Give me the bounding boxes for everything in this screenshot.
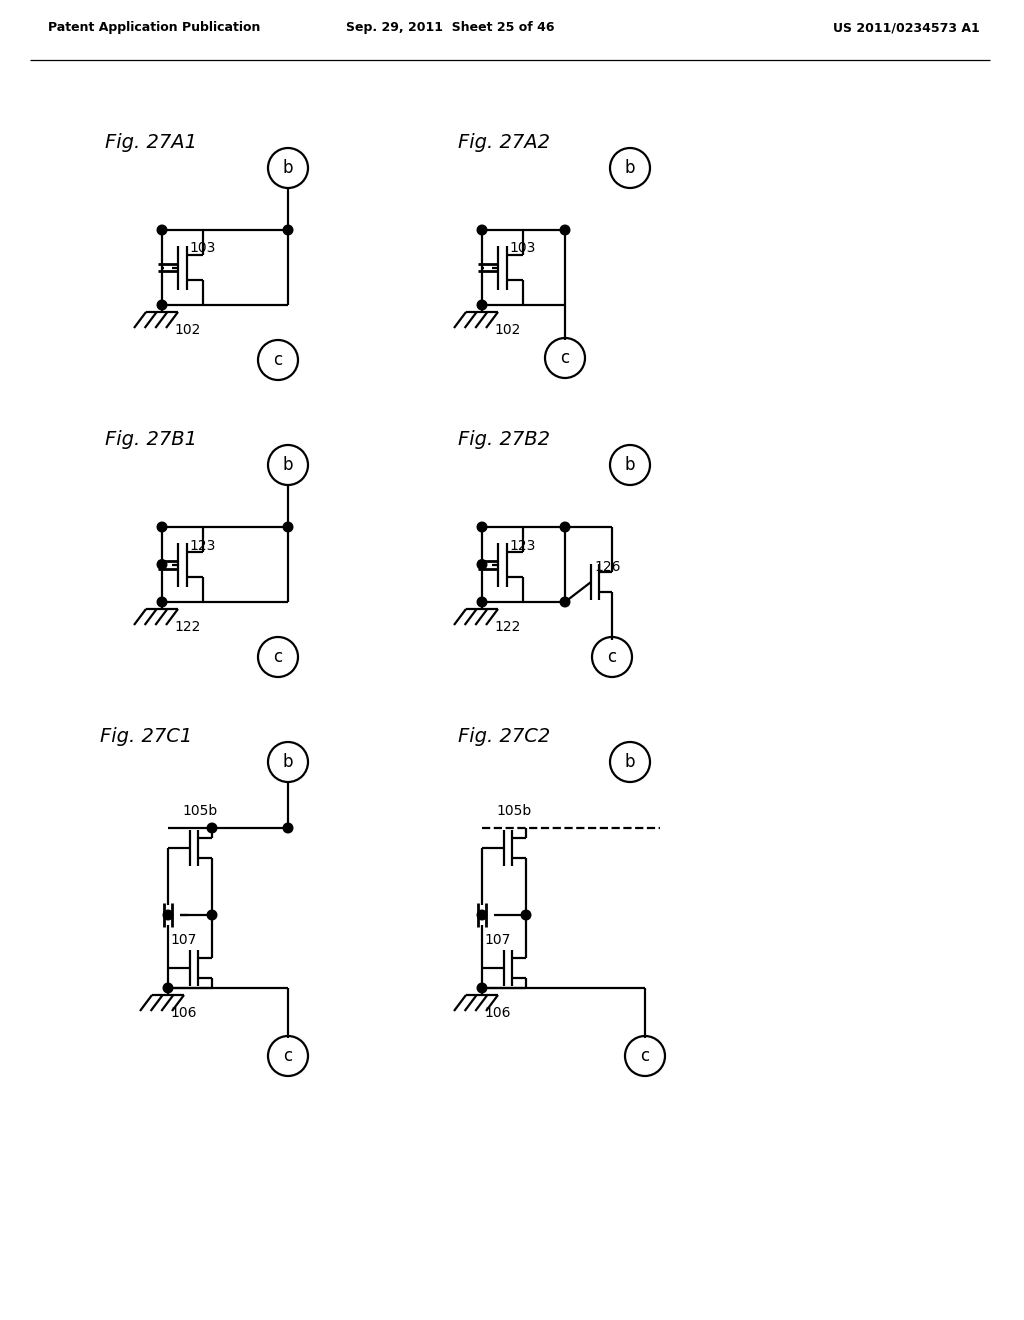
Text: 106: 106 <box>484 1006 511 1020</box>
Circle shape <box>284 226 293 235</box>
Text: 102: 102 <box>494 323 520 337</box>
Text: 122: 122 <box>174 620 201 634</box>
Text: Sep. 29, 2011  Sheet 25 of 46: Sep. 29, 2011 Sheet 25 of 46 <box>346 21 554 34</box>
Text: c: c <box>607 648 616 667</box>
Circle shape <box>284 824 293 833</box>
Text: c: c <box>560 348 569 367</box>
Text: 102: 102 <box>174 323 201 337</box>
Circle shape <box>477 300 486 310</box>
Text: b: b <box>625 158 635 177</box>
Text: b: b <box>283 752 293 771</box>
Text: c: c <box>273 351 283 370</box>
Circle shape <box>158 597 167 607</box>
Text: 106: 106 <box>170 1006 197 1020</box>
Text: Patent Application Publication: Patent Application Publication <box>48 21 260 34</box>
Text: 103: 103 <box>509 242 536 256</box>
Circle shape <box>158 226 167 235</box>
Text: b: b <box>283 455 293 474</box>
Text: b: b <box>625 455 635 474</box>
Circle shape <box>207 911 217 920</box>
Circle shape <box>477 597 486 607</box>
Text: 105b: 105b <box>497 804 531 818</box>
Text: Fig. 27B2: Fig. 27B2 <box>458 430 550 449</box>
Circle shape <box>560 597 569 607</box>
Text: 122: 122 <box>494 620 520 634</box>
Text: 103: 103 <box>189 242 215 256</box>
Circle shape <box>163 983 173 993</box>
Text: 123: 123 <box>189 539 215 553</box>
Circle shape <box>477 560 486 569</box>
Text: c: c <box>273 648 283 667</box>
Circle shape <box>477 226 486 235</box>
Text: 123: 123 <box>509 539 536 553</box>
Circle shape <box>477 523 486 532</box>
Circle shape <box>521 911 530 920</box>
Circle shape <box>284 523 293 532</box>
Circle shape <box>158 523 167 532</box>
Text: US 2011/0234573 A1: US 2011/0234573 A1 <box>834 21 980 34</box>
Circle shape <box>560 226 569 235</box>
Circle shape <box>477 983 486 993</box>
Circle shape <box>477 911 486 920</box>
Circle shape <box>158 300 167 310</box>
Text: b: b <box>283 158 293 177</box>
Text: 126: 126 <box>594 560 621 574</box>
Text: c: c <box>640 1047 649 1065</box>
Circle shape <box>158 560 167 569</box>
Text: Fig. 27A2: Fig. 27A2 <box>458 133 550 152</box>
Circle shape <box>560 523 569 532</box>
Text: Fig. 27C2: Fig. 27C2 <box>458 727 550 746</box>
Text: 107: 107 <box>484 933 510 946</box>
Text: Fig. 27C1: Fig. 27C1 <box>100 727 193 746</box>
Circle shape <box>163 911 173 920</box>
Text: b: b <box>625 752 635 771</box>
Text: Fig. 27A1: Fig. 27A1 <box>105 133 197 152</box>
Circle shape <box>207 824 217 833</box>
Text: c: c <box>284 1047 293 1065</box>
Text: 107: 107 <box>170 933 197 946</box>
Text: 105b: 105b <box>182 804 218 818</box>
Text: Fig. 27B1: Fig. 27B1 <box>105 430 197 449</box>
